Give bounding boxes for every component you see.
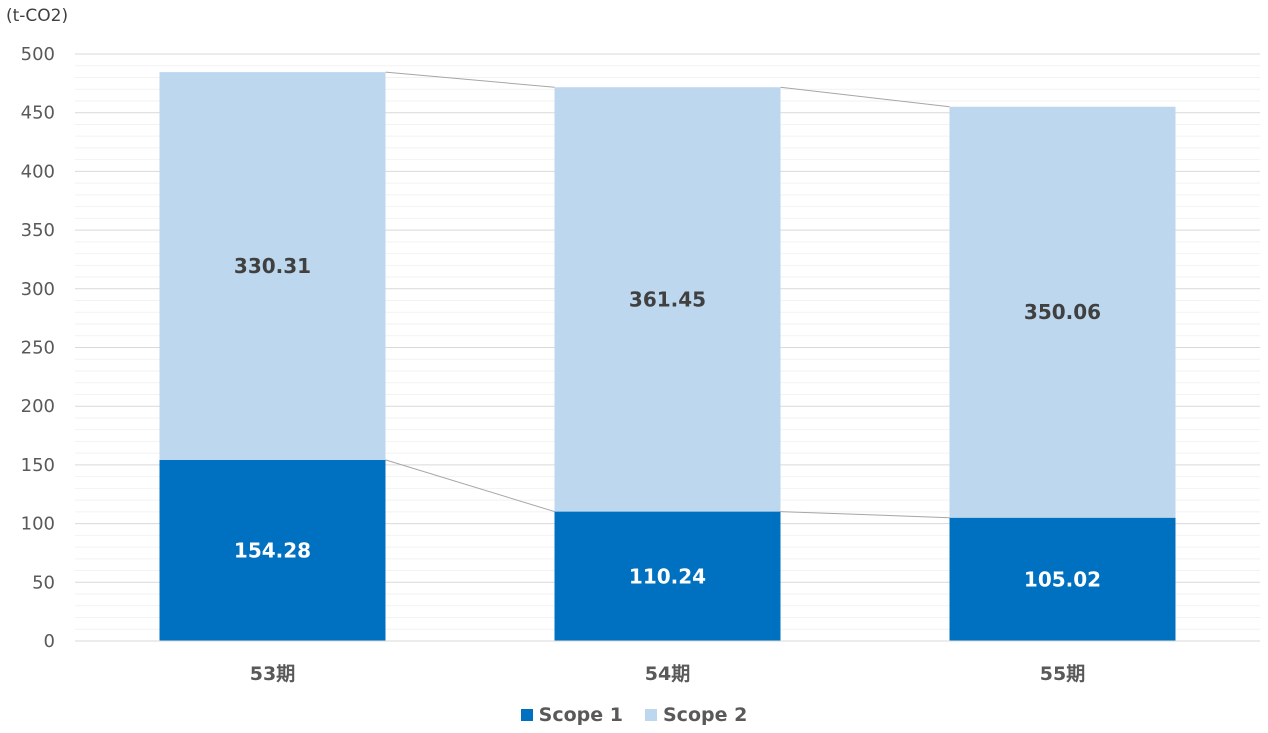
x-tick-label: 53期 xyxy=(250,663,295,685)
legend-label-scope1: Scope 1 xyxy=(538,704,623,726)
y-tick-label: 150 xyxy=(21,455,55,476)
y-tick-label: 0 xyxy=(44,631,55,652)
data-label: 105.02 xyxy=(1024,567,1101,591)
legend-label-scope2: Scope 2 xyxy=(663,704,748,726)
y-tick-label: 450 xyxy=(21,103,55,124)
y-tick-label: 300 xyxy=(21,279,55,300)
series-line xyxy=(385,71,555,88)
y-axis-unit-label: (t-CO2) xyxy=(6,6,69,26)
y-tick-label: 350 xyxy=(21,220,55,241)
legend-swatch-scope1 xyxy=(520,709,533,721)
bar-scope1-0[interactable] xyxy=(159,459,386,641)
series-connector-lines xyxy=(385,71,950,519)
y-tick-label: 50 xyxy=(32,572,55,593)
series-line xyxy=(780,86,950,108)
bar-scope1-1[interactable] xyxy=(554,511,781,641)
legend-item-scope1[interactable]: Scope 1 xyxy=(520,704,623,726)
legend: Scope 1 Scope 2 xyxy=(0,704,1268,726)
y-tick-label: 250 xyxy=(21,338,55,359)
data-label: 330.31 xyxy=(234,254,311,278)
bar-scope2-0[interactable] xyxy=(159,72,386,460)
axis-layer: 0 50 100 150 200 250 300 350 400 450 500 53期 54期 55期 xyxy=(21,44,1260,685)
data-label: 154.28 xyxy=(234,538,311,562)
bar-scope2-1[interactable] xyxy=(554,87,781,512)
legend-swatch-scope2 xyxy=(645,709,657,721)
legend-item-scope2[interactable]: Scope 2 xyxy=(645,704,747,726)
y-tick-label: 100 xyxy=(21,514,55,535)
series-line xyxy=(780,511,950,519)
data-label: 350.06 xyxy=(1024,300,1101,324)
series-line xyxy=(385,459,555,513)
y-tick-label: 500 xyxy=(21,44,55,65)
bar-scope2-2[interactable] xyxy=(949,106,1176,518)
bar-scope1-2[interactable] xyxy=(949,517,1176,641)
x-tick-label: 54期 xyxy=(645,663,690,685)
data-labels-layer: 154.28 330.31 110.24 361.45 105.02 350.06 xyxy=(234,254,1101,591)
y-tick-label: 400 xyxy=(21,161,55,182)
x-tick-label: 55期 xyxy=(1040,663,1085,685)
y-tick-label: 200 xyxy=(21,396,55,417)
data-label: 110.24 xyxy=(629,564,706,588)
bars-layer xyxy=(159,72,1176,641)
data-label: 361.45 xyxy=(629,287,706,311)
